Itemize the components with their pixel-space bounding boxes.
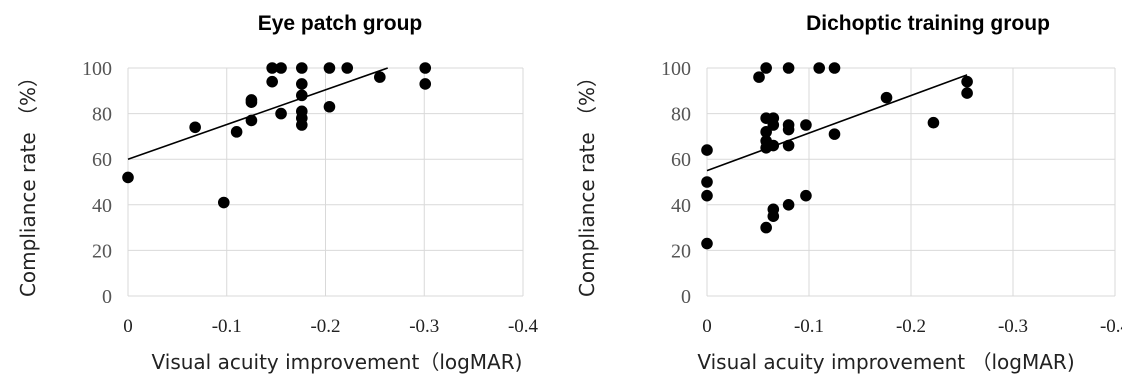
data-point — [323, 62, 336, 74]
y-axis-label: Compliance rate （%） — [16, 67, 40, 297]
data-point — [701, 144, 713, 156]
data-point — [813, 62, 825, 74]
x-tick-label: -0.1 — [212, 316, 242, 337]
y-tick-label: 80 — [671, 104, 691, 126]
y-tick-label: 20 — [92, 240, 112, 262]
scatter-plot-eye-patch: Eye patch group 0 20 40 60 80 100 0 -0.1 -0.2 -0.3… — [16, 12, 539, 374]
data-point — [701, 237, 713, 250]
y-tick-label: 60 — [92, 149, 112, 171]
data-point — [419, 78, 432, 90]
scatter-plot-dichoptic: Dichoptic training group 0 20 40 60 80 100 0 -0.… — [575, 12, 1122, 374]
data-point — [760, 221, 772, 234]
x-tick-label: 0 — [123, 316, 133, 337]
data-point — [927, 116, 940, 129]
data-point — [245, 114, 258, 127]
data-point — [961, 75, 973, 88]
data-point — [828, 128, 841, 140]
x-tick-label: -0.3 — [998, 316, 1028, 337]
x-tick-label: -0.2 — [896, 316, 926, 337]
data-point — [266, 62, 278, 74]
data-point — [296, 78, 308, 90]
x-tick-label: -0.4 — [508, 316, 539, 337]
y-tick-label: 20 — [671, 240, 691, 262]
data-point — [341, 62, 354, 74]
y-axis-label: Compliance rate （%） — [575, 67, 599, 297]
data-point — [880, 91, 893, 104]
data-point — [275, 107, 287, 120]
trendline — [706, 74, 968, 172]
data-point — [266, 75, 278, 88]
data-point — [760, 62, 772, 74]
x-tick-label: -0.1 — [794, 316, 824, 337]
x-tick-label: -0.3 — [409, 316, 439, 337]
data-point — [275, 62, 287, 74]
data-point — [782, 62, 795, 74]
y-tick-label: 40 — [92, 195, 112, 217]
data-point — [828, 62, 841, 74]
x-axis-label: Visual acuity improvement（logMAR) — [152, 350, 523, 374]
chart-eye-patch: Eye patch group 0 20 40 60 80 100 0 -0.1 -0.2 -0.3… — [16, 12, 539, 374]
data-point — [800, 119, 812, 131]
data-point — [701, 176, 713, 188]
chart-title: Dichoptic training group — [806, 12, 1050, 35]
data-point — [767, 139, 780, 152]
data-point — [782, 139, 795, 152]
chart-dichoptic: Dichoptic training group 0 20 40 60 80 100 0 -0.… — [561, 0, 1122, 378]
data-point — [189, 121, 201, 134]
data-point — [323, 100, 336, 113]
y-tick-label: 100 — [82, 58, 112, 80]
data-point — [122, 171, 134, 184]
data-point — [800, 189, 812, 202]
data-point — [782, 123, 795, 136]
y-tick-label: 0 — [102, 286, 112, 308]
data-point — [701, 189, 713, 202]
trendline — [127, 67, 388, 160]
x-axis-label: Visual acuity improvement （logMAR) — [697, 350, 1074, 374]
x-tick-label: -0.2 — [310, 316, 340, 337]
data-point — [419, 62, 432, 74]
data-point — [961, 87, 973, 99]
data-point — [374, 71, 386, 83]
x-tick-label: -0.4 — [1100, 316, 1122, 337]
data-point — [767, 119, 780, 131]
data-point — [782, 199, 795, 211]
x-tick-label: 0 — [702, 316, 712, 337]
y-tick-label: 60 — [671, 149, 691, 171]
y-tick-label: 100 — [661, 58, 691, 80]
y-tick-label: 0 — [681, 286, 691, 308]
data-point — [296, 62, 308, 74]
data-point — [230, 126, 243, 138]
y-tick-label: 80 — [92, 104, 112, 126]
data-point — [217, 196, 230, 209]
data-point — [296, 119, 308, 131]
data-point — [753, 71, 765, 83]
data-point — [767, 210, 780, 222]
data-point — [245, 94, 258, 106]
data-point — [296, 89, 308, 102]
chart-title: Eye patch group — [258, 12, 423, 35]
y-tick-label: 40 — [671, 195, 691, 217]
